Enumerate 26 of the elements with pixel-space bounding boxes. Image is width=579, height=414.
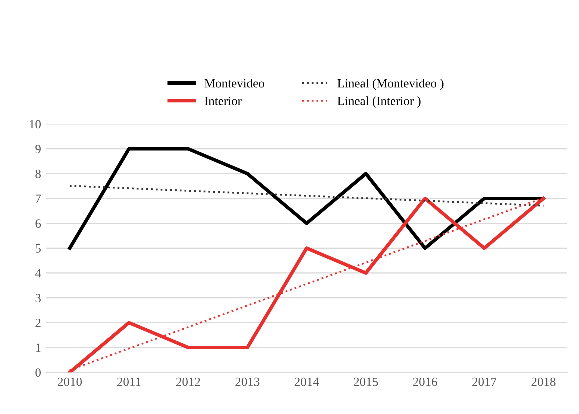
x-tick-label: 2013 xyxy=(236,378,260,386)
y-tick-label: 6 xyxy=(36,220,42,228)
x-tick-label: 2015 xyxy=(354,378,378,386)
x-tick-label: 2017 xyxy=(472,378,497,386)
x-tick-label: 2011 xyxy=(118,378,141,386)
line-series xyxy=(68,147,546,250)
y-tick-label: 2 xyxy=(36,318,41,328)
legend-label: Interior xyxy=(204,97,242,106)
y-tick-label: 0 xyxy=(36,368,41,378)
x-tick-label: 2016 xyxy=(413,378,438,386)
x-tick-label: 2018 xyxy=(532,378,556,386)
y-tick-label: 10 xyxy=(30,120,41,129)
line-series xyxy=(69,185,545,207)
y-tick-label: 1 xyxy=(36,344,41,352)
legend-label: Lineal (Montevideo ) xyxy=(338,78,444,90)
y-tick-label: 4 xyxy=(35,269,42,278)
y-tick-label: 7 xyxy=(36,194,42,204)
x-tick-label: 2012 xyxy=(176,378,200,386)
x-tick-label: 2010 xyxy=(58,378,82,386)
y-tick-label: 3 xyxy=(36,294,41,303)
y-tick-label: 9 xyxy=(36,145,41,154)
legend-label: Montevideo xyxy=(204,78,264,88)
y-tick-label: 8 xyxy=(36,170,41,178)
legend-label: Lineal (Interior ) xyxy=(338,96,421,108)
x-tick-label: 2014 xyxy=(294,378,320,386)
y-tick-label: 5 xyxy=(36,244,41,253)
